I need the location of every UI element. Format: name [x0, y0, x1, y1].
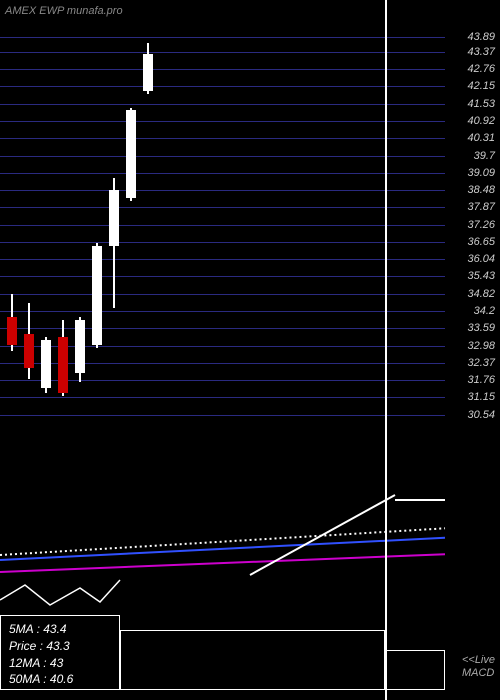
ma5-value: 43.4 — [43, 622, 66, 636]
price-level-label: 35.43 — [467, 270, 495, 282]
candle-body — [7, 317, 17, 345]
price-level-label: 43.89 — [467, 31, 495, 43]
price-level-line — [0, 294, 445, 295]
price-level-line — [0, 415, 445, 416]
price-level-label: 31.76 — [467, 374, 495, 386]
price-level-label: 36.04 — [467, 253, 495, 265]
price-level-label: 36.65 — [467, 236, 495, 248]
ma50-value: 40.6 — [50, 672, 73, 686]
candle-body — [92, 246, 102, 345]
price-level-label: 38.48 — [467, 184, 495, 196]
price-level-line — [0, 276, 445, 277]
zigzag-polyline — [0, 580, 120, 605]
price-level-line — [0, 259, 445, 260]
price-level-label: 40.31 — [467, 132, 495, 144]
price-level-line — [0, 328, 445, 329]
price-level-label: 39.09 — [467, 167, 495, 179]
price-value: 43.3 — [46, 639, 69, 653]
secondary-box — [120, 630, 385, 690]
price-axis-labels: 43.89 43.37 42.76 42.15 41.53 40.92 40.31 39.7 3… — [445, 0, 500, 430]
price-level-label: 39.7 — [474, 150, 495, 162]
price-chart-area — [0, 0, 445, 430]
price-level-label: 37.87 — [467, 201, 495, 213]
price-level-line — [0, 173, 445, 174]
price-level-label: 33.59 — [467, 322, 495, 334]
info-box: 5MA : 43.4 Price : 43.3 12MA : 43 50MA :… — [0, 615, 120, 690]
price-level-line — [0, 225, 445, 226]
price-level-label: 43.37 — [467, 46, 495, 58]
price-level-label: 30.54 — [467, 409, 495, 421]
price-level-line — [0, 156, 445, 157]
candle-body — [109, 190, 119, 247]
candle-body — [41, 340, 51, 388]
price-level-line — [0, 121, 445, 122]
price-level-line — [0, 104, 445, 105]
indicator-label: <<Live MACD — [462, 654, 495, 680]
cursor-vertical-line — [385, 0, 387, 700]
candle-body — [126, 110, 136, 198]
secondary-box — [385, 650, 445, 690]
price-level-line — [0, 138, 445, 139]
price-level-label: 31.15 — [467, 391, 495, 403]
indicator-label-macd: MACD — [462, 667, 495, 680]
price-level-label: 34.82 — [467, 288, 495, 300]
ma5-row: 5MA : 43.4 — [9, 621, 111, 638]
price-level-line — [0, 52, 445, 53]
price-level-line — [0, 207, 445, 208]
price-level-label: 32.98 — [467, 340, 495, 352]
price-level-label: 42.15 — [467, 80, 495, 92]
price-level-line — [0, 69, 445, 70]
price-level-label: 41.53 — [467, 98, 495, 110]
price-level-line — [0, 190, 445, 191]
price-level-line — [0, 242, 445, 243]
ma50-row: 50MA : 40.6 — [9, 671, 111, 688]
price-label: Price : — [9, 639, 43, 653]
candle-body — [58, 337, 68, 394]
price-level-label: 32.37 — [467, 357, 495, 369]
candle-body — [143, 54, 153, 91]
price-level-label: 34.2 — [474, 305, 495, 317]
candle-body — [24, 334, 34, 368]
price-level-line — [0, 37, 445, 38]
price-level-label: 40.92 — [467, 115, 495, 127]
header-label: AMEX EWP munafa.pro — [5, 5, 123, 17]
ma12-value: 43 — [50, 656, 63, 670]
ma5-label: 5MA : — [9, 622, 40, 636]
price-row: Price : 43.3 — [9, 638, 111, 655]
price-level-line — [0, 397, 445, 398]
ma50-label: 50MA : — [9, 672, 47, 686]
price-level-label: 42.76 — [467, 63, 495, 75]
price-level-line — [0, 311, 445, 312]
ma12-label: 12MA : — [9, 656, 47, 670]
indicator-rising-line — [250, 495, 395, 575]
price-level-label: 37.26 — [467, 219, 495, 231]
candle-body — [75, 320, 85, 374]
indicator-label-live: <<Live — [462, 654, 495, 667]
price-level-line — [0, 86, 445, 87]
ma12-row: 12MA : 43 — [9, 655, 111, 672]
